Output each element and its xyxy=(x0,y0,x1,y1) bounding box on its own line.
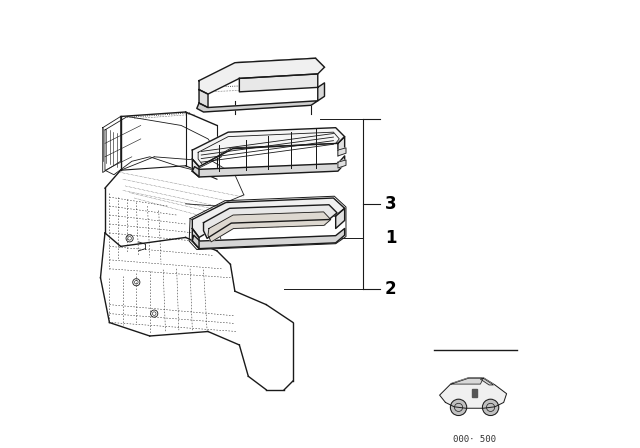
Polygon shape xyxy=(192,228,345,249)
Polygon shape xyxy=(336,208,345,228)
Text: 1: 1 xyxy=(385,229,396,247)
Circle shape xyxy=(483,399,499,416)
Polygon shape xyxy=(192,198,345,237)
Polygon shape xyxy=(199,90,208,108)
Polygon shape xyxy=(338,160,346,168)
Polygon shape xyxy=(197,101,317,112)
Polygon shape xyxy=(451,378,483,384)
Text: 3: 3 xyxy=(385,195,397,213)
Text: 000· 500: 000· 500 xyxy=(453,435,496,444)
Polygon shape xyxy=(192,156,345,177)
Circle shape xyxy=(451,399,467,416)
Text: 2: 2 xyxy=(385,280,397,298)
Polygon shape xyxy=(192,228,199,249)
Polygon shape xyxy=(192,128,345,167)
Polygon shape xyxy=(481,378,493,385)
Polygon shape xyxy=(440,378,507,408)
Polygon shape xyxy=(204,205,337,238)
Polygon shape xyxy=(199,58,324,94)
Polygon shape xyxy=(472,389,477,396)
Polygon shape xyxy=(239,74,317,92)
Polygon shape xyxy=(208,212,331,242)
Polygon shape xyxy=(317,83,324,101)
Polygon shape xyxy=(338,137,345,156)
Polygon shape xyxy=(192,159,199,177)
Polygon shape xyxy=(338,148,346,156)
